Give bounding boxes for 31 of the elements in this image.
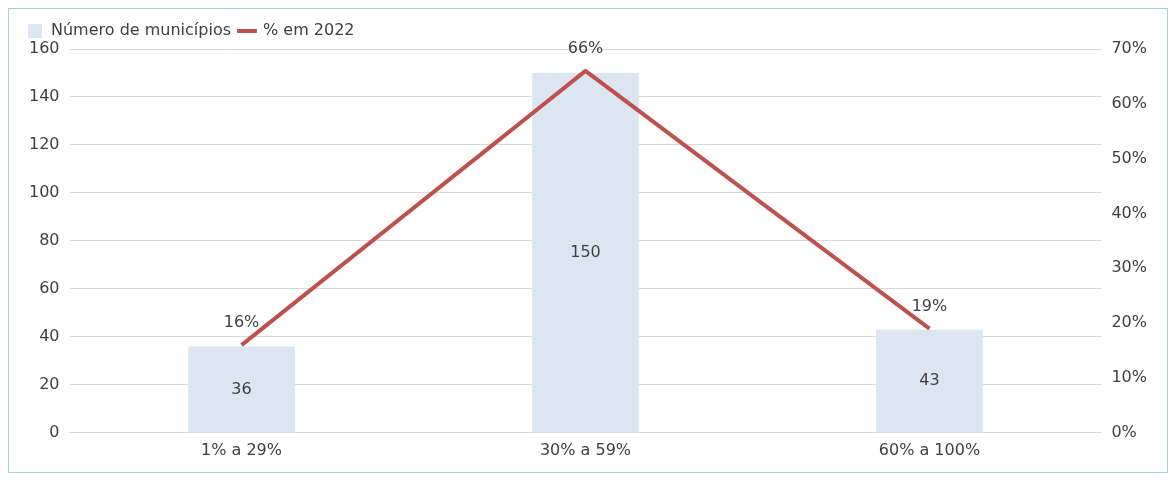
- y-tick-label: 160: [28, 38, 60, 58]
- y-tick-label: 100: [28, 182, 60, 202]
- x-tick-label: 60% a 100%: [878, 439, 981, 459]
- data-label: 43: [919, 370, 940, 390]
- y2-tick-label: 60%: [1111, 92, 1147, 112]
- y-tick-label: 40: [39, 326, 60, 346]
- y-tick-label: 60: [39, 278, 60, 298]
- y-tick-label: 20: [39, 373, 60, 393]
- y2-tick-label: 0%: [1111, 421, 1137, 441]
- data-label: 150: [570, 241, 601, 261]
- data-label: 36: [231, 378, 252, 398]
- y2-tick-label: 10%: [1111, 367, 1147, 387]
- y2-tick-label: 20%: [1111, 312, 1147, 332]
- y-tick-label: 140: [28, 86, 60, 106]
- y-tick-label: 120: [28, 134, 60, 154]
- y2-tick-label: 70%: [1111, 38, 1147, 58]
- data-label: 19%: [911, 295, 948, 315]
- legend-label: % em 2022: [263, 20, 355, 40]
- y2-tick-label: 30%: [1111, 257, 1147, 277]
- data-label: 66%: [567, 38, 604, 58]
- bar: [532, 72, 639, 433]
- x-tick-label: 30% a 59%: [539, 439, 632, 459]
- y-tick-label: 80: [39, 230, 60, 250]
- legend-label: Número de municípios: [51, 20, 232, 40]
- y2-tick-label: 50%: [1111, 147, 1147, 167]
- y2-tick-label: 40%: [1111, 202, 1147, 222]
- bar: [188, 346, 295, 433]
- data-label: 16%: [223, 312, 260, 332]
- bar: [876, 329, 983, 433]
- y-tick-label: 0: [49, 421, 60, 441]
- x-tick-label: 1% a 29%: [201, 439, 282, 459]
